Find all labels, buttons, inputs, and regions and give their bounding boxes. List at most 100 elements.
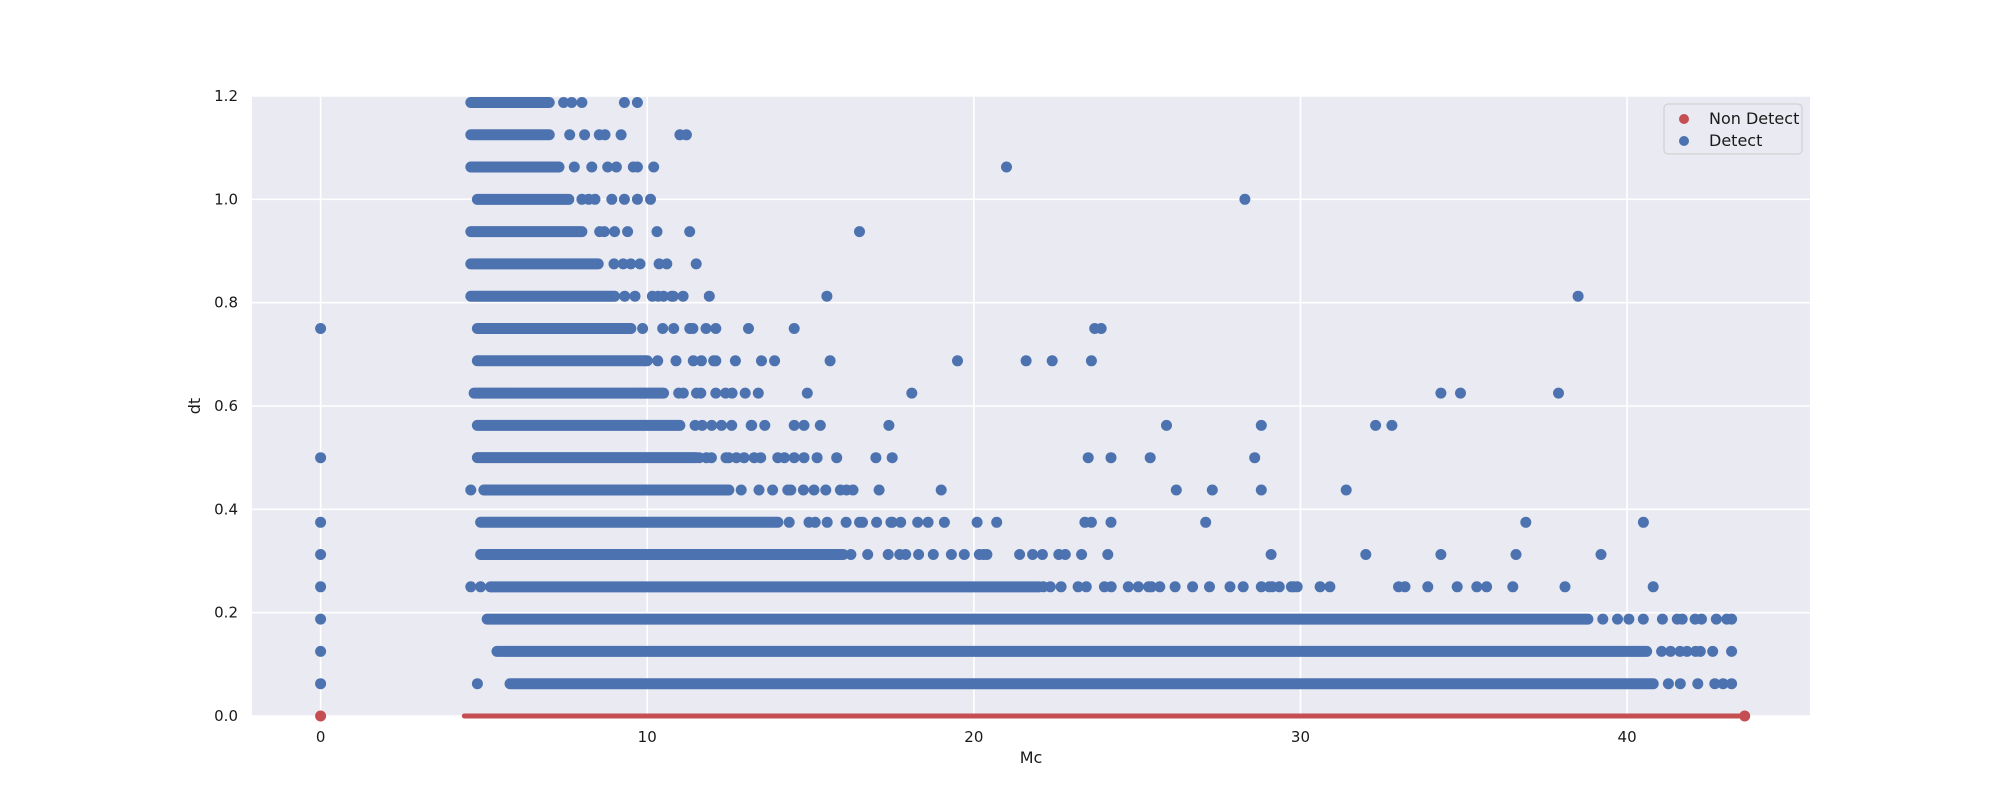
- data-point-detect: [1623, 613, 1635, 625]
- data-point-detect: [653, 258, 665, 270]
- data-point-detect: [631, 97, 643, 108]
- data-point-detect: [991, 516, 1003, 528]
- data-point-detect: [1085, 355, 1097, 367]
- data-point-detect: [1726, 613, 1738, 625]
- data-point-detect: [811, 452, 823, 464]
- data-point-detect: [769, 355, 781, 367]
- data-point-detect: [1224, 581, 1236, 593]
- data-point-detect: [883, 419, 895, 431]
- data-point-detect: [1027, 549, 1039, 560]
- data-point-detect: [958, 549, 970, 560]
- data-point-detect: [1510, 549, 1522, 560]
- data-point-detect: [1255, 419, 1267, 431]
- data-point-detect: [1637, 516, 1649, 528]
- data-point-detect: [847, 484, 859, 496]
- data-point-detect: [1085, 516, 1097, 528]
- data-point-detect: [1471, 581, 1483, 593]
- x-tick-label: 10: [638, 728, 657, 746]
- data-point-detect: [912, 516, 924, 528]
- data-point-detect: [738, 452, 750, 464]
- data-point-detect: [1020, 355, 1032, 367]
- data-point-detect: [735, 484, 747, 496]
- data-point-detect: [1200, 516, 1212, 528]
- data-point-detect: [906, 387, 918, 399]
- data-point-detect: [618, 97, 630, 108]
- data-point-non-detect: [1739, 710, 1751, 722]
- x-axis-ticks: 0 10 20 30 40: [316, 728, 1637, 746]
- data-point-detect: [625, 258, 637, 270]
- data-point-detect: [677, 290, 689, 302]
- data-point-detect: [651, 226, 663, 238]
- data-point-detect: [1676, 613, 1688, 625]
- data-point-detect: [315, 581, 327, 593]
- data-point-detect: [315, 678, 327, 690]
- data-point-detect: [797, 484, 809, 496]
- data-point-detect: [315, 613, 327, 625]
- data-point-detect: [1324, 581, 1336, 593]
- data-point-detect: [1105, 452, 1117, 464]
- y-tick-label: 0.2: [214, 604, 238, 622]
- data-point-detect: [1273, 581, 1285, 593]
- data-point-detect: [1694, 645, 1706, 657]
- data-points: [315, 96, 1751, 722]
- data-point-detect: [589, 193, 601, 205]
- legend-marker-detect: [1679, 136, 1689, 146]
- data-point-detect: [945, 549, 957, 560]
- data-point-detect: [814, 419, 826, 431]
- data-point-detect: [1435, 549, 1447, 560]
- data-point-detect: [631, 161, 643, 173]
- data-point-detect: [1370, 419, 1382, 431]
- data-point-detect: [1681, 645, 1693, 657]
- data-point-detect: [857, 516, 868, 528]
- data-point-detect: [1422, 581, 1434, 593]
- data-point-detect: [854, 226, 865, 238]
- data-point-detect: [831, 452, 843, 464]
- data-point-detect: [598, 226, 610, 238]
- data-point-detect: [566, 97, 578, 108]
- data-point-detect: [798, 452, 810, 464]
- data-point-detect: [1122, 581, 1134, 593]
- data-point-detect: [637, 323, 649, 334]
- data-point-detect: [788, 323, 800, 334]
- data-point-detect: [1597, 613, 1609, 625]
- data-point-detect: [952, 355, 963, 367]
- data-point-detect: [1102, 549, 1114, 560]
- data-point-detect: [845, 549, 857, 560]
- data-point-detect: [886, 516, 898, 528]
- data-point-detect: [475, 581, 487, 593]
- data-point-detect: [1072, 581, 1084, 593]
- data-point-detect: [668, 323, 680, 334]
- data-point-detect: [700, 323, 712, 334]
- data-point-detect: [870, 452, 882, 464]
- data-point-detect: [1204, 581, 1215, 593]
- data-point-detect: [315, 549, 327, 560]
- data-point-detect: [687, 323, 699, 334]
- data-point-detect: [1612, 613, 1623, 625]
- data-point-detect: [981, 549, 993, 560]
- data-point-detect: [798, 419, 810, 431]
- data-point-detect: [586, 161, 598, 173]
- data-point-detect: [785, 484, 797, 496]
- data-point-detect: [1255, 484, 1267, 496]
- data-point-non-detect: [315, 710, 327, 722]
- data-point-detect: [610, 161, 622, 173]
- data-point-detect: [652, 355, 664, 367]
- data-point-detect: [753, 484, 765, 496]
- data-point-detect: [1399, 581, 1411, 593]
- data-point-detect: [1169, 581, 1181, 593]
- legend-box: [1663, 103, 1803, 155]
- data-point-detect: [1314, 581, 1326, 593]
- data-point-detect: [710, 323, 722, 334]
- data-point-detect: [824, 355, 836, 367]
- data-point-detect: [558, 97, 570, 108]
- data-point-detect: [1059, 549, 1071, 560]
- x-tick-label: 30: [1291, 728, 1310, 746]
- data-point-detect: [900, 549, 912, 560]
- data-point-detect: [465, 581, 477, 593]
- data-point-detect: [716, 419, 727, 431]
- data-point-detect: [677, 387, 689, 399]
- data-point-detect: [729, 355, 741, 367]
- data-point-detect: [1161, 419, 1172, 431]
- legend-label-non-detect: Non Detect: [1709, 109, 1799, 128]
- data-point-detect: [710, 387, 722, 399]
